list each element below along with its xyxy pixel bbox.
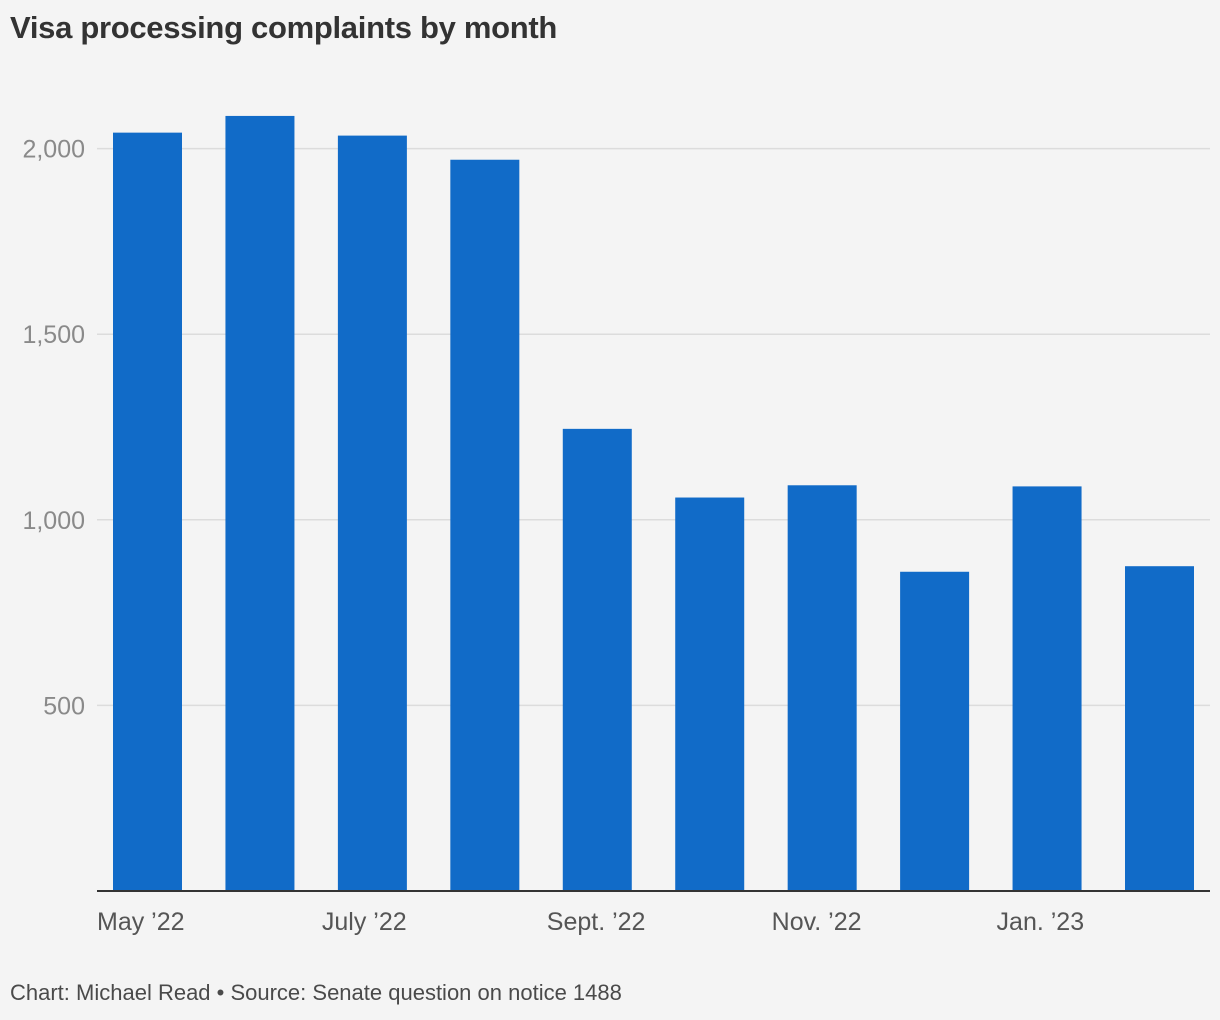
bars: May '22: 2043 June '22: 2088 July '22: 203… xyxy=(113,115,1194,892)
bar: July '22: 2035 xyxy=(337,135,407,891)
bar: Jan. '23: 1090 xyxy=(1012,486,1082,891)
chart-title: Visa processing complaints by month xyxy=(10,10,558,45)
x-tick-label: July ’22 xyxy=(322,908,407,936)
x-tick-label: May ’22 xyxy=(97,908,185,936)
bar: May '22: 2043 xyxy=(113,132,182,891)
bar: Aug. '22: 1970 xyxy=(450,159,520,892)
y-tick-label: 2,000 xyxy=(22,136,85,164)
y-axis-ticks: 500 1,000 1,500 2,000 xyxy=(22,136,85,721)
bar: Dec. '22: 860 xyxy=(900,571,970,891)
y-tick-label: 1,000 xyxy=(22,507,85,535)
bar: Nov. '22: 1093 xyxy=(787,485,857,891)
x-tick-label: Nov. ’22 xyxy=(772,908,862,936)
chart-footer: Chart: Michael Read • Source: Senate que… xyxy=(10,980,622,1005)
x-tick-label: Jan. ’23 xyxy=(997,908,1085,936)
bar: June '22: 2088 xyxy=(225,115,295,892)
bar: Oct. '22: 1060 xyxy=(675,497,745,891)
y-tick-label: 500 xyxy=(43,692,85,720)
bar: Sept. '22: 1245 xyxy=(562,428,632,891)
bar: Feb. '23: 875 xyxy=(1125,566,1194,891)
y-tick-label: 1,500 xyxy=(22,321,85,349)
x-axis-ticks: May ’22 July ’22 Sept. ’22 Nov. ’22 Jan. ’23 xyxy=(97,908,1084,936)
x-tick-label: Sept. ’22 xyxy=(547,908,646,936)
bar-chart: 500 1,000 1,500 2,000 May '22: 2043 June '22… xyxy=(22,115,1210,936)
